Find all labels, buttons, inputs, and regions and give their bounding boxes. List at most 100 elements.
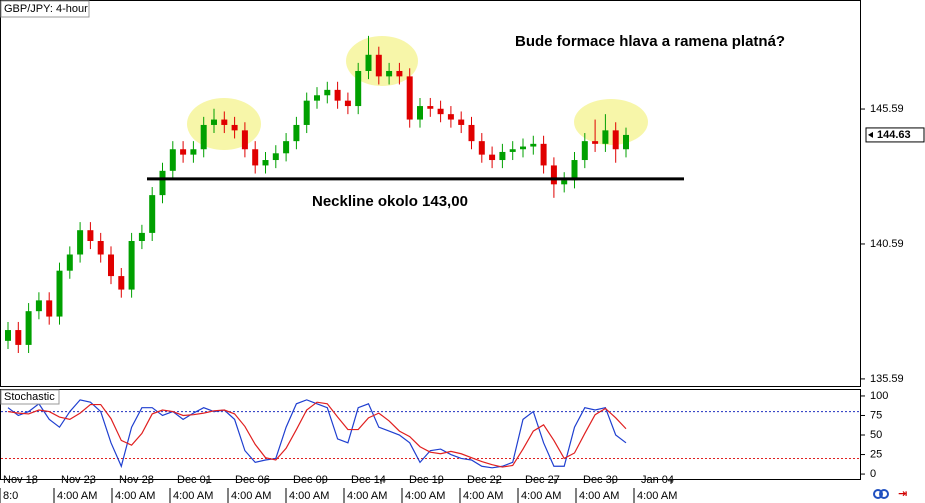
candle-body [447,114,454,120]
candle-body [283,141,290,154]
candle-body [35,300,42,312]
candle-body [499,151,506,161]
candle-body [530,143,537,147]
y-tick-label: 50 [870,429,882,441]
candle-body [561,180,568,185]
candle-body [293,124,300,142]
stochastic-line [7,401,627,468]
candle-body [344,100,351,107]
candle-body [324,89,331,96]
x-date-label: Jan 04 [641,474,674,486]
candle-body [180,149,187,155]
candle-body [314,95,320,101]
candle-body [221,119,228,125]
x-date-label: Dec 19 [409,474,444,486]
x-time-label: 8:0 [3,490,18,502]
candle-body [159,170,166,196]
candle-body [46,300,53,317]
last-price-arrow [868,131,873,138]
y-tick-label: 0 [870,468,876,480]
y-tick-label: 25 [870,448,882,460]
x-time-label: 4:00 AM [173,490,213,502]
candle-body [550,165,557,185]
candle-body [303,100,310,125]
y-tick-label: 100 [870,390,888,402]
candle-body [25,311,32,345]
candle-body [612,130,619,150]
x-date-label: Dec 01 [177,474,212,486]
x-date-label: Dec 09 [293,474,328,486]
x-date-label: Dec 30 [583,474,618,486]
candle-body [334,89,341,101]
x-date-label: Dec 27 [525,474,560,486]
candle-body [15,330,22,345]
indicator-title: Stochastic [4,391,55,403]
x-time-label: 4:00 AM [347,490,387,502]
candle-body [5,330,11,341]
candle-body [149,195,156,233]
last-price-box [865,127,925,143]
indicator-box [0,389,60,405]
candle-body [468,124,475,142]
x-date-label: Dec 06 [235,474,270,486]
candle-body [581,141,588,161]
neckline-annotation: Neckline okolo 143,00 [312,193,468,210]
candle-body [211,119,217,125]
candle-body [458,119,465,125]
candle-body [169,149,176,171]
candle-body [427,106,434,109]
y-tick-label: 145.59 [870,103,904,115]
candle-body [252,149,259,166]
candle-body [386,70,393,77]
candle-body [478,141,485,155]
x-date-label: Nov 28 [119,474,154,486]
right-shoulder-highlight [574,99,648,145]
x-time-label: 4:00 AM [57,490,97,502]
candle-body [437,108,444,115]
candle-body [128,240,135,290]
candle-body [396,70,403,77]
candle-body [417,106,423,120]
candle-body [571,160,578,181]
x-time-label: 4:00 AM [579,490,619,502]
candle-body [623,134,629,150]
candle-body [241,130,248,150]
candle-body [262,160,269,166]
stochastic-line [7,399,627,469]
candle-body [66,254,73,271]
x-time-label: 4:00 AM [289,490,329,502]
candle-body [77,230,84,255]
candle-body [231,124,238,131]
candle-body [375,54,382,77]
x-time-label: 4:00 AM [521,490,561,502]
x-time-label: 4:00 AM [405,490,445,502]
x-date-label: Dec 14 [351,474,386,486]
question-annotation: Bude formace hlava a ramena platná? [515,33,785,50]
candle-body [602,130,609,144]
candle-body [406,76,413,120]
candle-body [489,154,496,161]
chart-title: GBP/JPY: 4-hour [4,3,88,15]
candle-body [200,124,207,150]
candle-body [56,270,63,317]
candle-body [97,240,104,255]
x-date-label: Dec 22 [467,474,502,486]
x-time-label: 4:00 AM [115,490,155,502]
candle-body [520,146,526,150]
last-price-label: 144.63 [877,129,911,141]
svg-text:⇥: ⇥ [898,488,907,500]
candle-body [365,54,372,71]
candle-body [509,149,516,152]
candle-body [355,70,362,107]
x-date-label: Nov 23 [61,474,96,486]
x-time-label: 4:00 AM [463,490,503,502]
candle-body [592,141,599,144]
y-tick-label: 135.59 [870,373,904,385]
x-date-label: Nov 18 [3,474,38,486]
candle-body [540,143,547,166]
candle-body [118,276,125,290]
stochastic-panel [0,389,861,480]
main-panel [0,0,861,387]
candle-body [190,149,197,155]
